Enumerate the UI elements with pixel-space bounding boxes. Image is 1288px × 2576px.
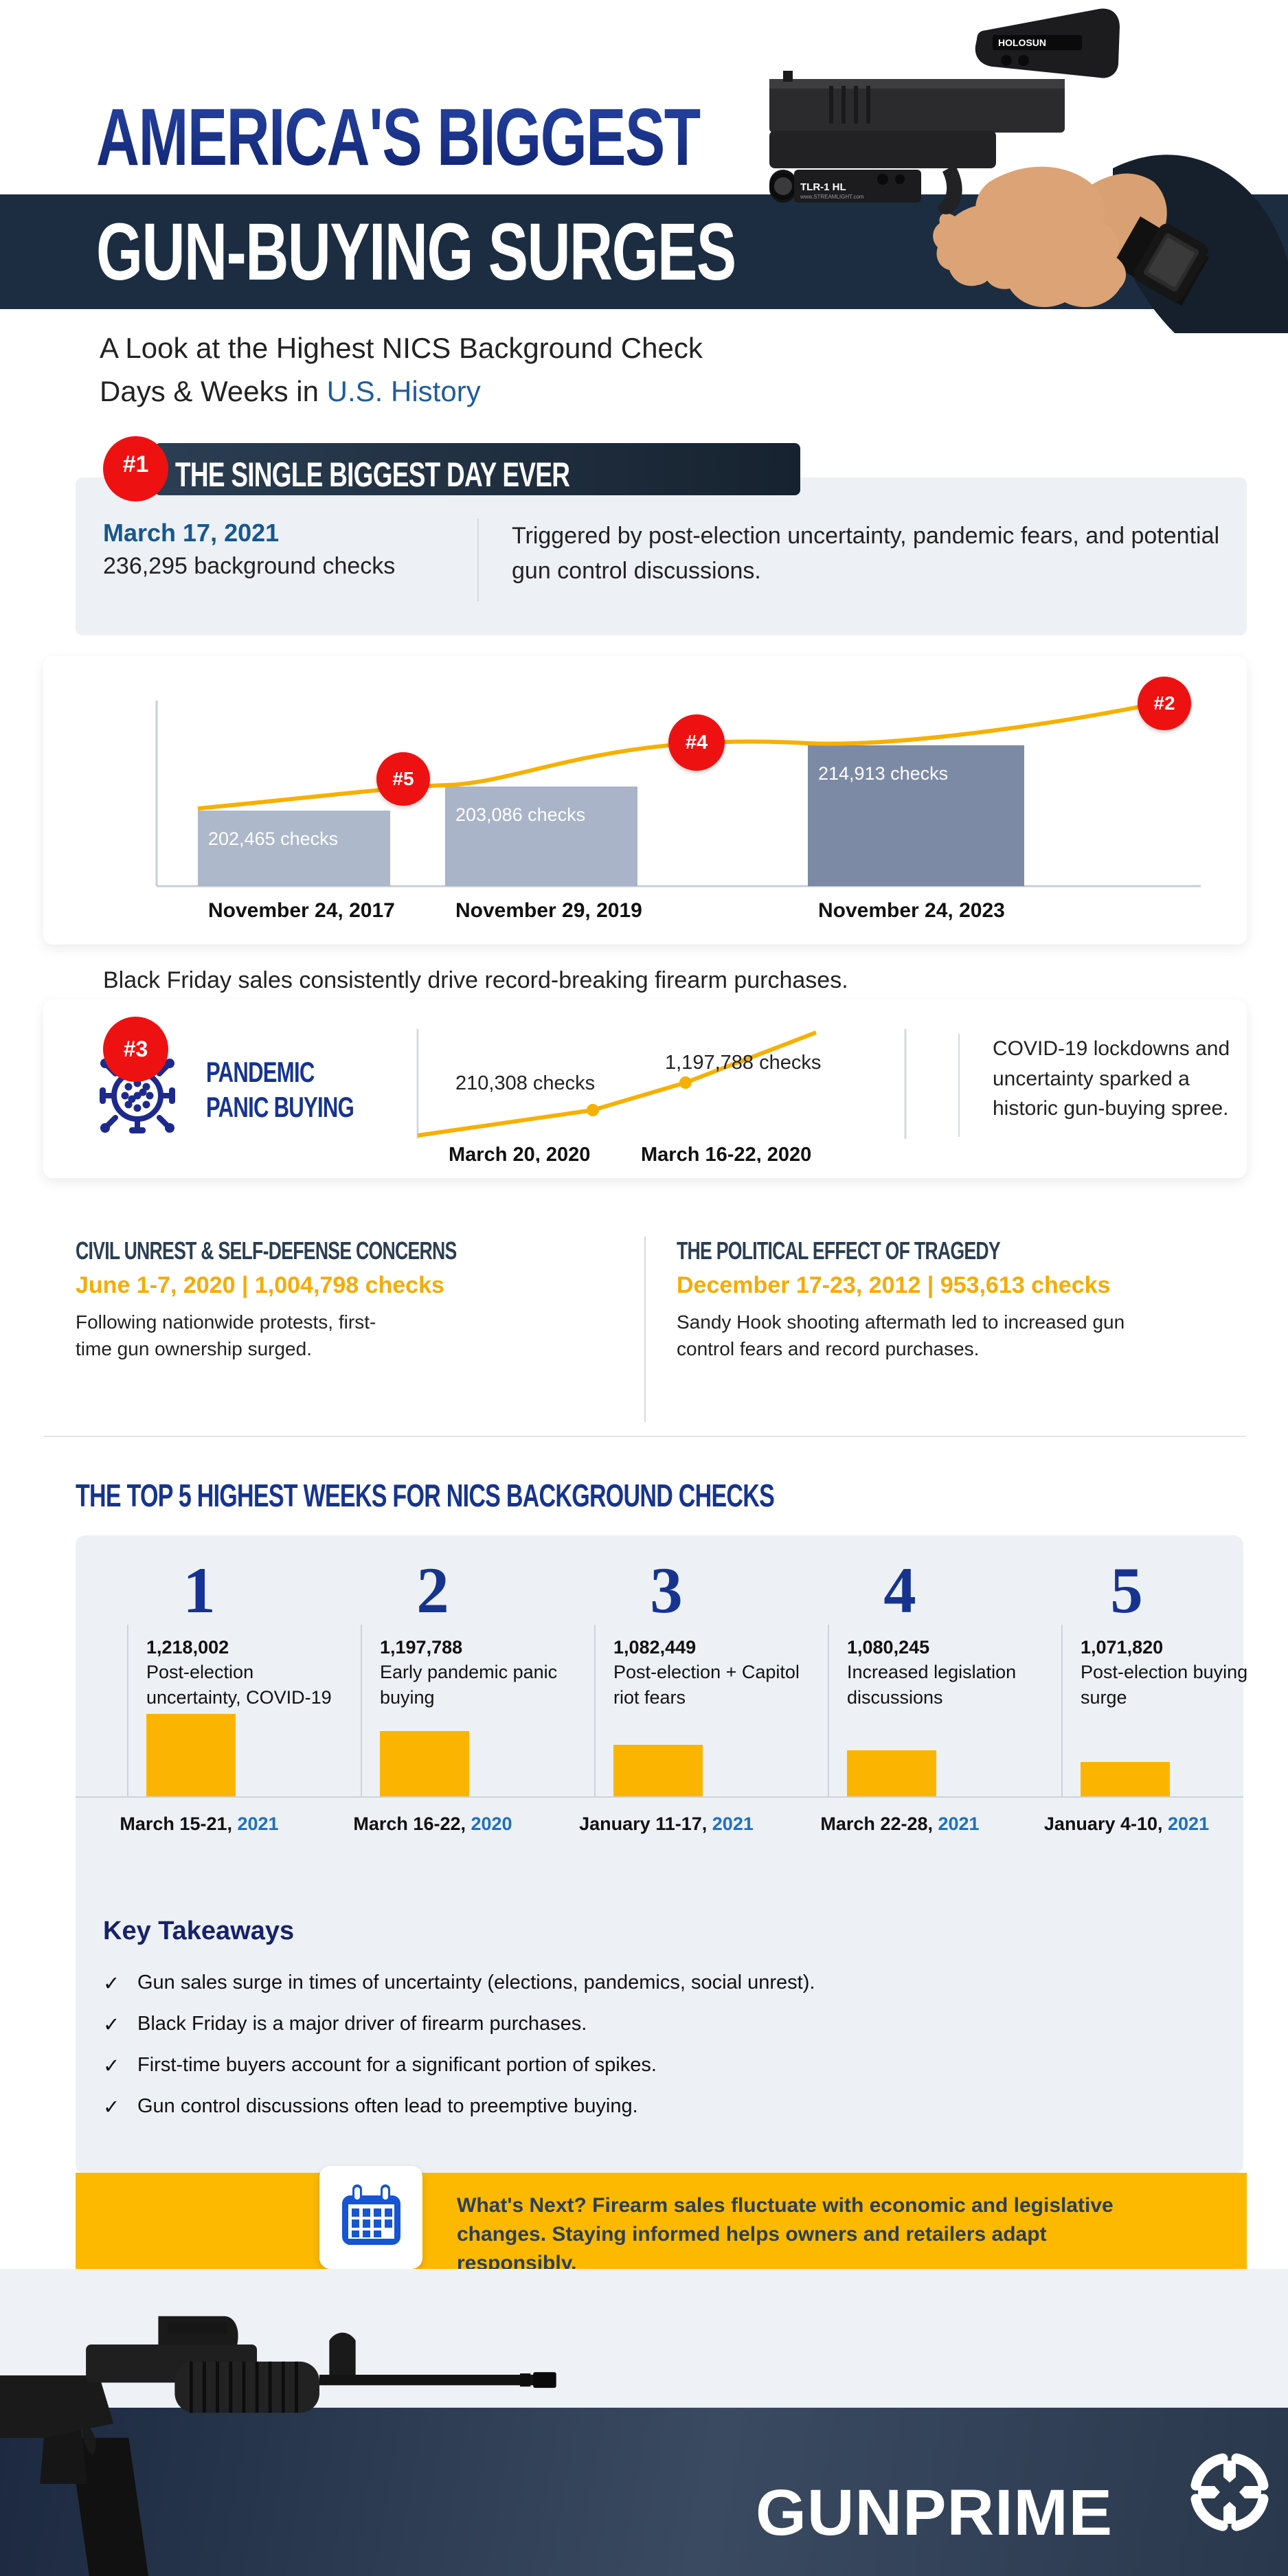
svg-text:TLR-1 HL: TLR-1 HL bbox=[800, 181, 846, 193]
svg-text:214,913 checks: 214,913 checks bbox=[818, 763, 948, 784]
svg-text:March 20, 2020: March 20, 2020 bbox=[449, 1144, 590, 1163]
svg-text:1,197,788 checks: 1,197,788 checks bbox=[665, 1052, 821, 1074]
svg-text:210,308 checks: 210,308 checks bbox=[455, 1072, 595, 1094]
svg-text:November 29, 2019: November 29, 2019 bbox=[455, 899, 642, 922]
svg-text:HOLOSUN: HOLOSUN bbox=[998, 37, 1046, 48]
svg-text:March 16-22, 2020: March 16-22, 2020 bbox=[641, 1144, 811, 1163]
svg-text:November 24, 2023: November 24, 2023 bbox=[818, 899, 1005, 922]
svg-text:GUNPRIME: GUNPRIME bbox=[756, 2476, 1113, 2549]
svg-text:www.STREAMLIGHT.com: www.STREAMLIGHT.com bbox=[800, 194, 864, 200]
svg-text:November 24, 2017: November 24, 2017 bbox=[208, 899, 395, 922]
svg-text:202,465 checks: 202,465 checks bbox=[208, 828, 338, 849]
svg-text:203,086 checks: 203,086 checks bbox=[455, 804, 585, 825]
